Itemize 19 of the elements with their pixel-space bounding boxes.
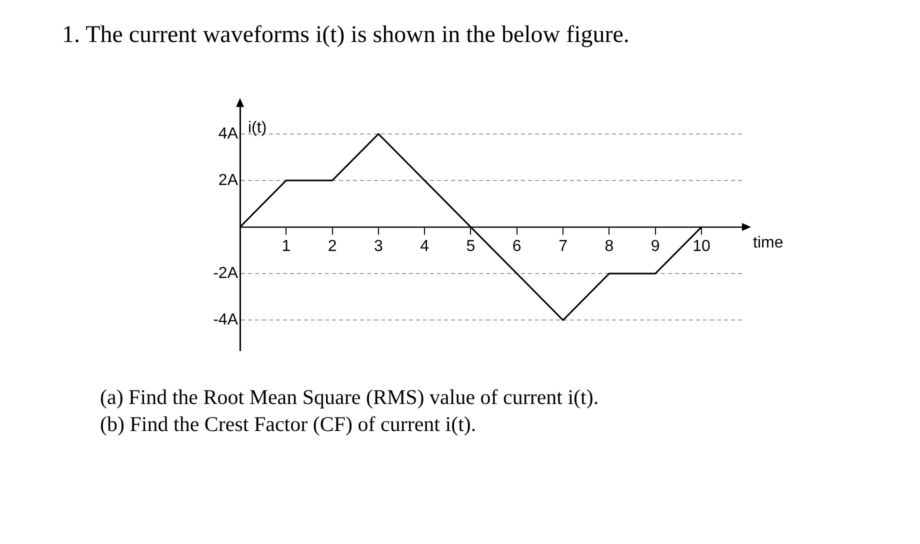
x-tick-label: 4 [420,238,430,256]
x-tick-label: 1 [282,238,291,256]
x-tick-label: 6 [512,238,522,256]
text: (a) Find the Root Mean Square (RMS) value of current i(t). [100,384,599,411]
x-tick-label: 9 [650,238,660,256]
chart-title: 1. The current waveforms i(t) is shown in the below figure. [62,22,630,49]
x-tick-label: 10 [692,238,710,256]
x-tick-label: 5 [466,238,476,256]
x-tick-label: 8 [604,238,614,256]
y-tick-label: -2A [213,264,238,282]
y-tick-label: 2A [218,172,238,189]
x-tick-label: 7 [558,238,568,256]
y-tick-label: 4A [218,125,238,142]
x-axis-title: time [753,234,784,252]
x-tick-label: 3 [374,238,383,256]
y-axis-title: i(t) [248,119,267,136]
text: (b) Find the Crest Factor (CF) of current i(t). [100,411,478,438]
y-tick-label: -4A [213,312,238,329]
x-tick-label: 2 [328,238,337,256]
